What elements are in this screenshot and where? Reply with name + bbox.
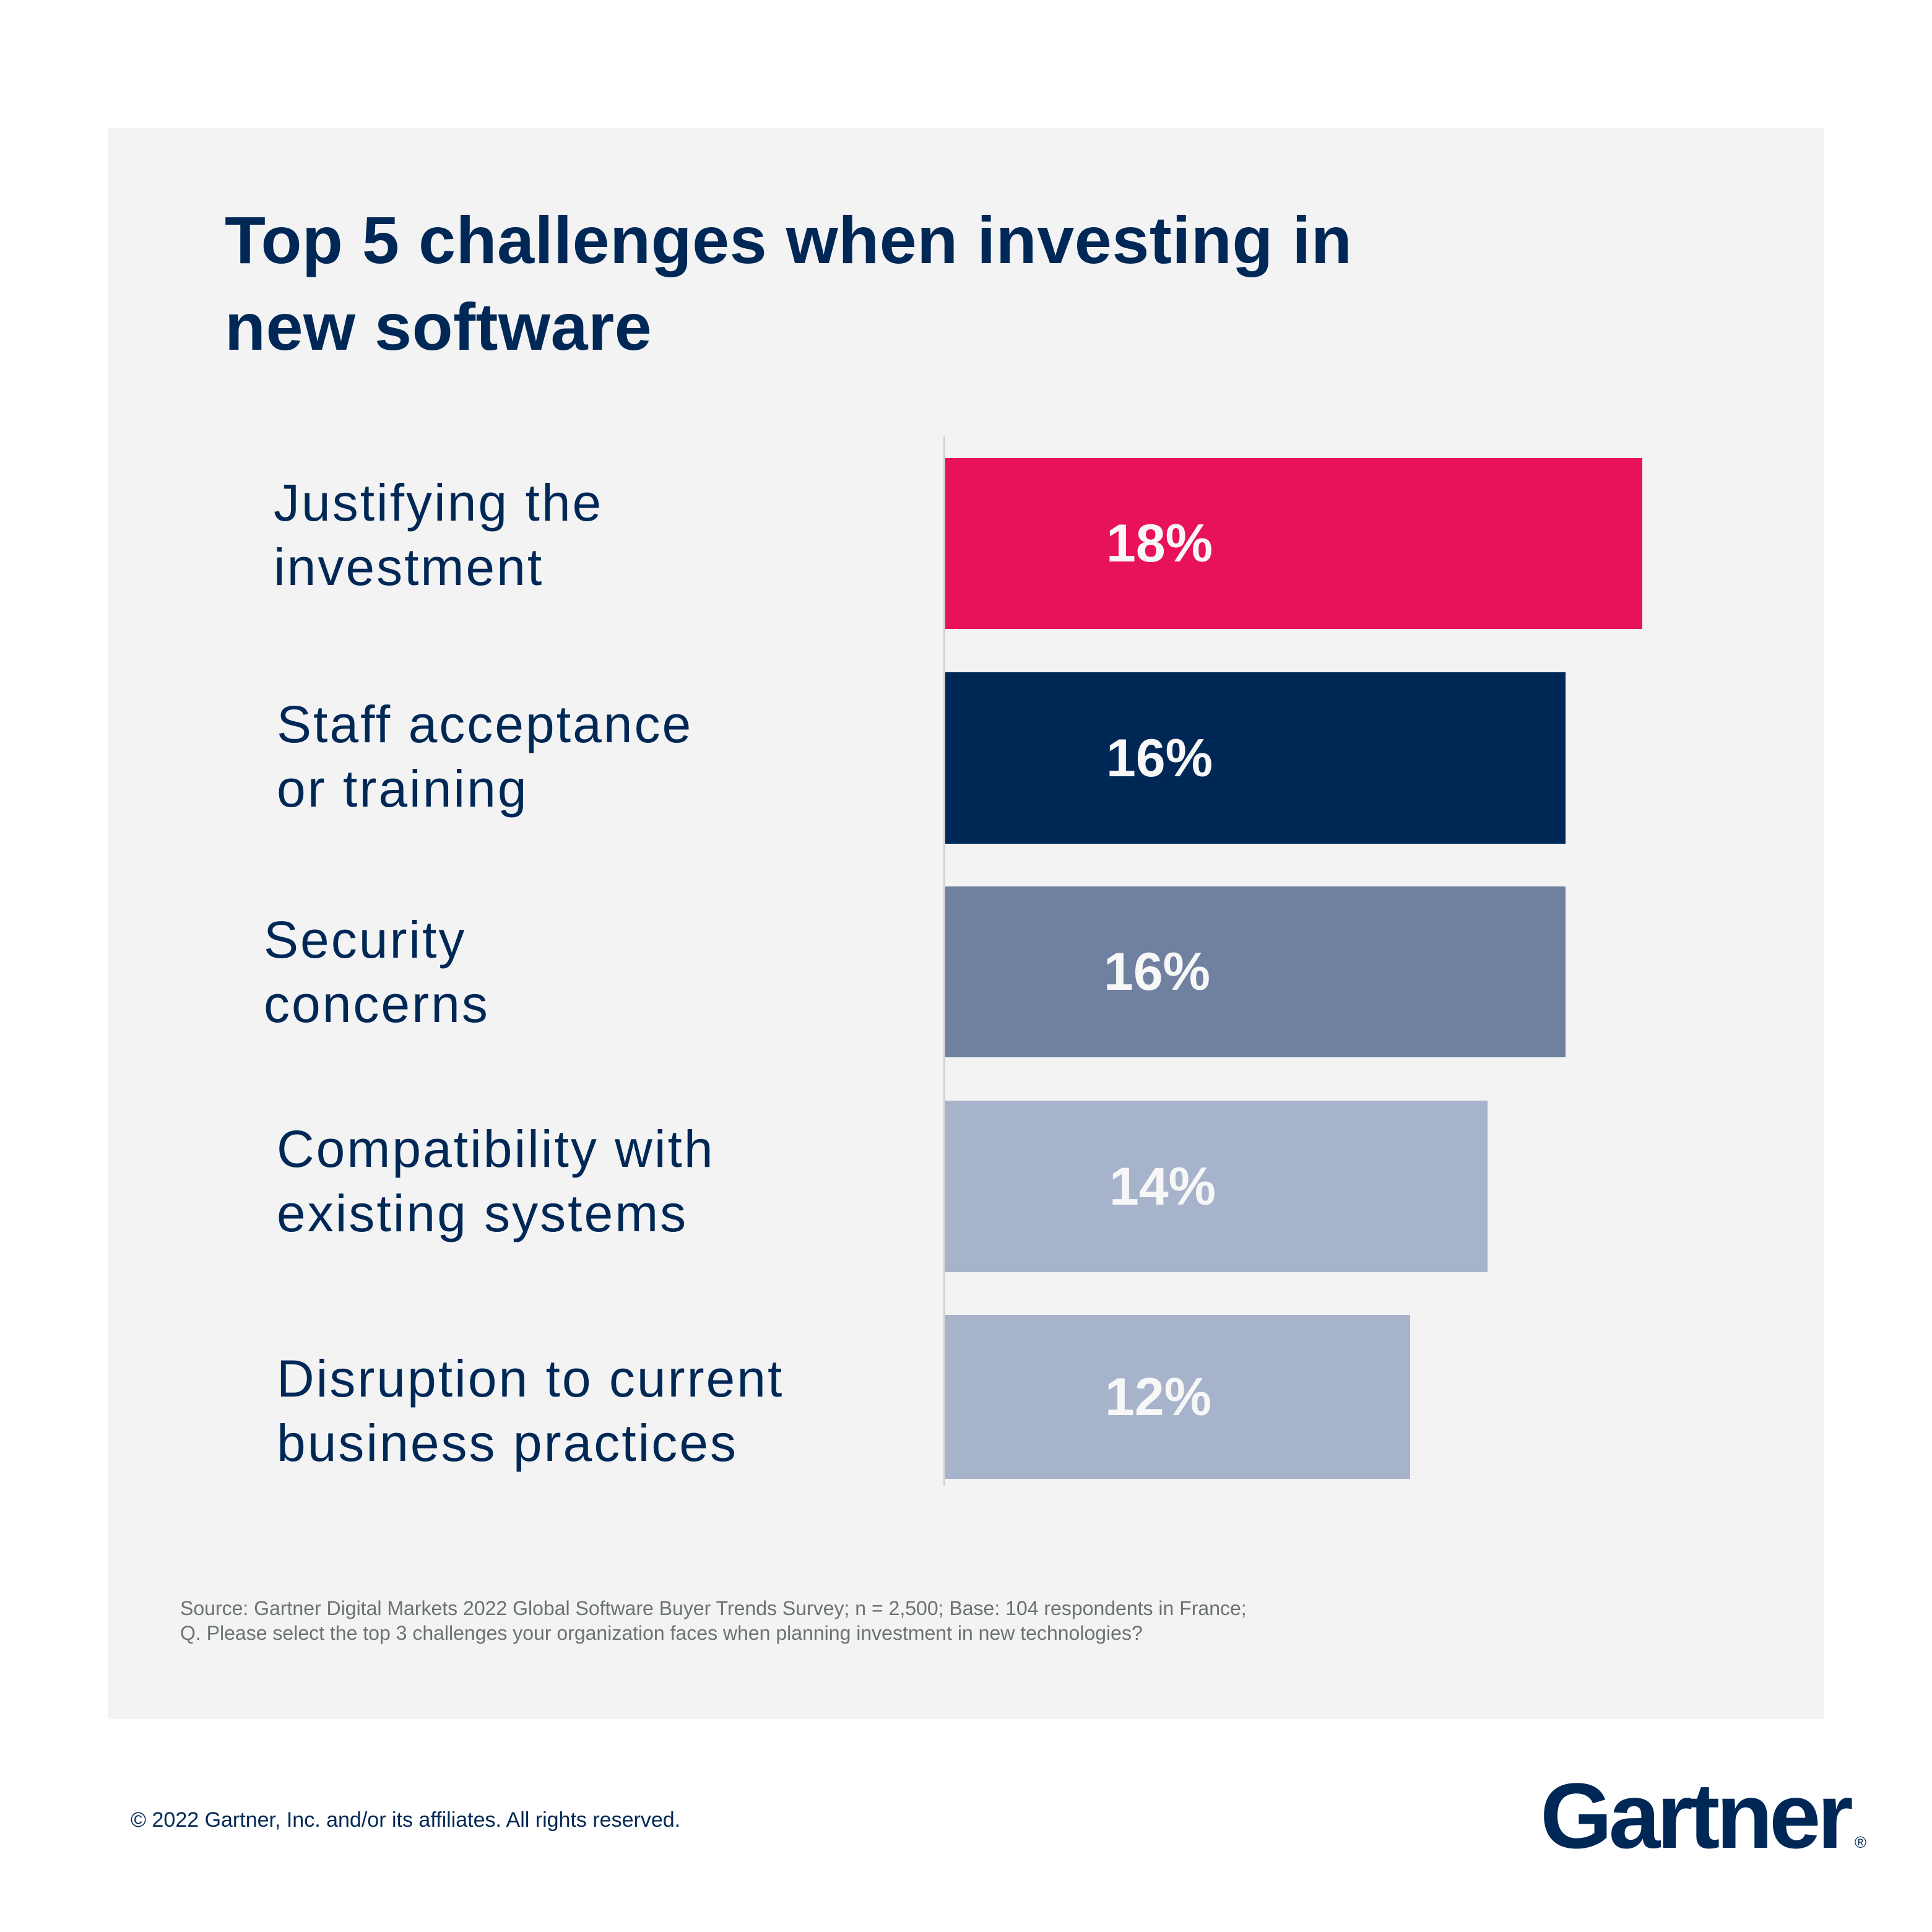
gartner-logo-text: Gartner [1540, 1764, 1853, 1868]
bar-value-label: 12% [1105, 1367, 1212, 1427]
source-line1: Source: Gartner Digital Markets 2022 Glo… [180, 1597, 1247, 1619]
category-label-security: Security concerns [264, 908, 490, 1036]
bar-value-label: 14% [1109, 1156, 1216, 1216]
category-label-line2: investment [274, 538, 544, 596]
category-label-compatibility: Compatibility with existing systems [277, 1117, 715, 1245]
category-label-line1: Staff acceptance [277, 695, 693, 753]
category-label-line1: Compatibility with [277, 1120, 715, 1178]
gartner-logo: Gartner ® [1540, 1769, 1866, 1889]
bar-security: 16% [945, 886, 1566, 1057]
bar-value-label: 18% [1106, 514, 1213, 573]
bar-value-label: 16% [1104, 942, 1211, 1002]
chart-title: Top 5 challenges when investing in new s… [225, 197, 1352, 370]
bar-staff: 16% [945, 672, 1566, 844]
category-label-line2: or training [277, 760, 529, 818]
bar-justifying: 18% [945, 458, 1642, 629]
chart-title-line2: new software [225, 289, 652, 364]
category-label-line1: Justifying the [274, 474, 604, 532]
copyright-notice: © 2022 Gartner, Inc. and/or its affiliat… [131, 1808, 681, 1832]
bar-value-label: 16% [1106, 728, 1213, 788]
y-axis-line [943, 436, 945, 1486]
category-label-line1: Disruption to current [277, 1349, 784, 1408]
source-line2: Q. Please select the top 3 challenges yo… [180, 1622, 1143, 1644]
category-label-staff: Staff acceptance or training [277, 692, 693, 821]
source-footnote: Source: Gartner Digital Markets 2022 Glo… [180, 1596, 1247, 1645]
bar-disruption: 12% [945, 1315, 1410, 1479]
category-label-line2: business practices [277, 1414, 738, 1472]
registered-mark-icon: ® [1854, 1833, 1867, 1852]
category-label-line2: existing systems [277, 1184, 688, 1242]
bar-compatibility: 14% [945, 1101, 1488, 1272]
category-label-line2: concerns [264, 975, 490, 1033]
category-label-justifying: Justifying the investment [274, 470, 603, 599]
category-label-line1: Security [264, 911, 467, 969]
chart-title-line1: Top 5 challenges when investing in [225, 202, 1353, 277]
category-label-disruption: Disruption to current business practices [277, 1346, 784, 1475]
